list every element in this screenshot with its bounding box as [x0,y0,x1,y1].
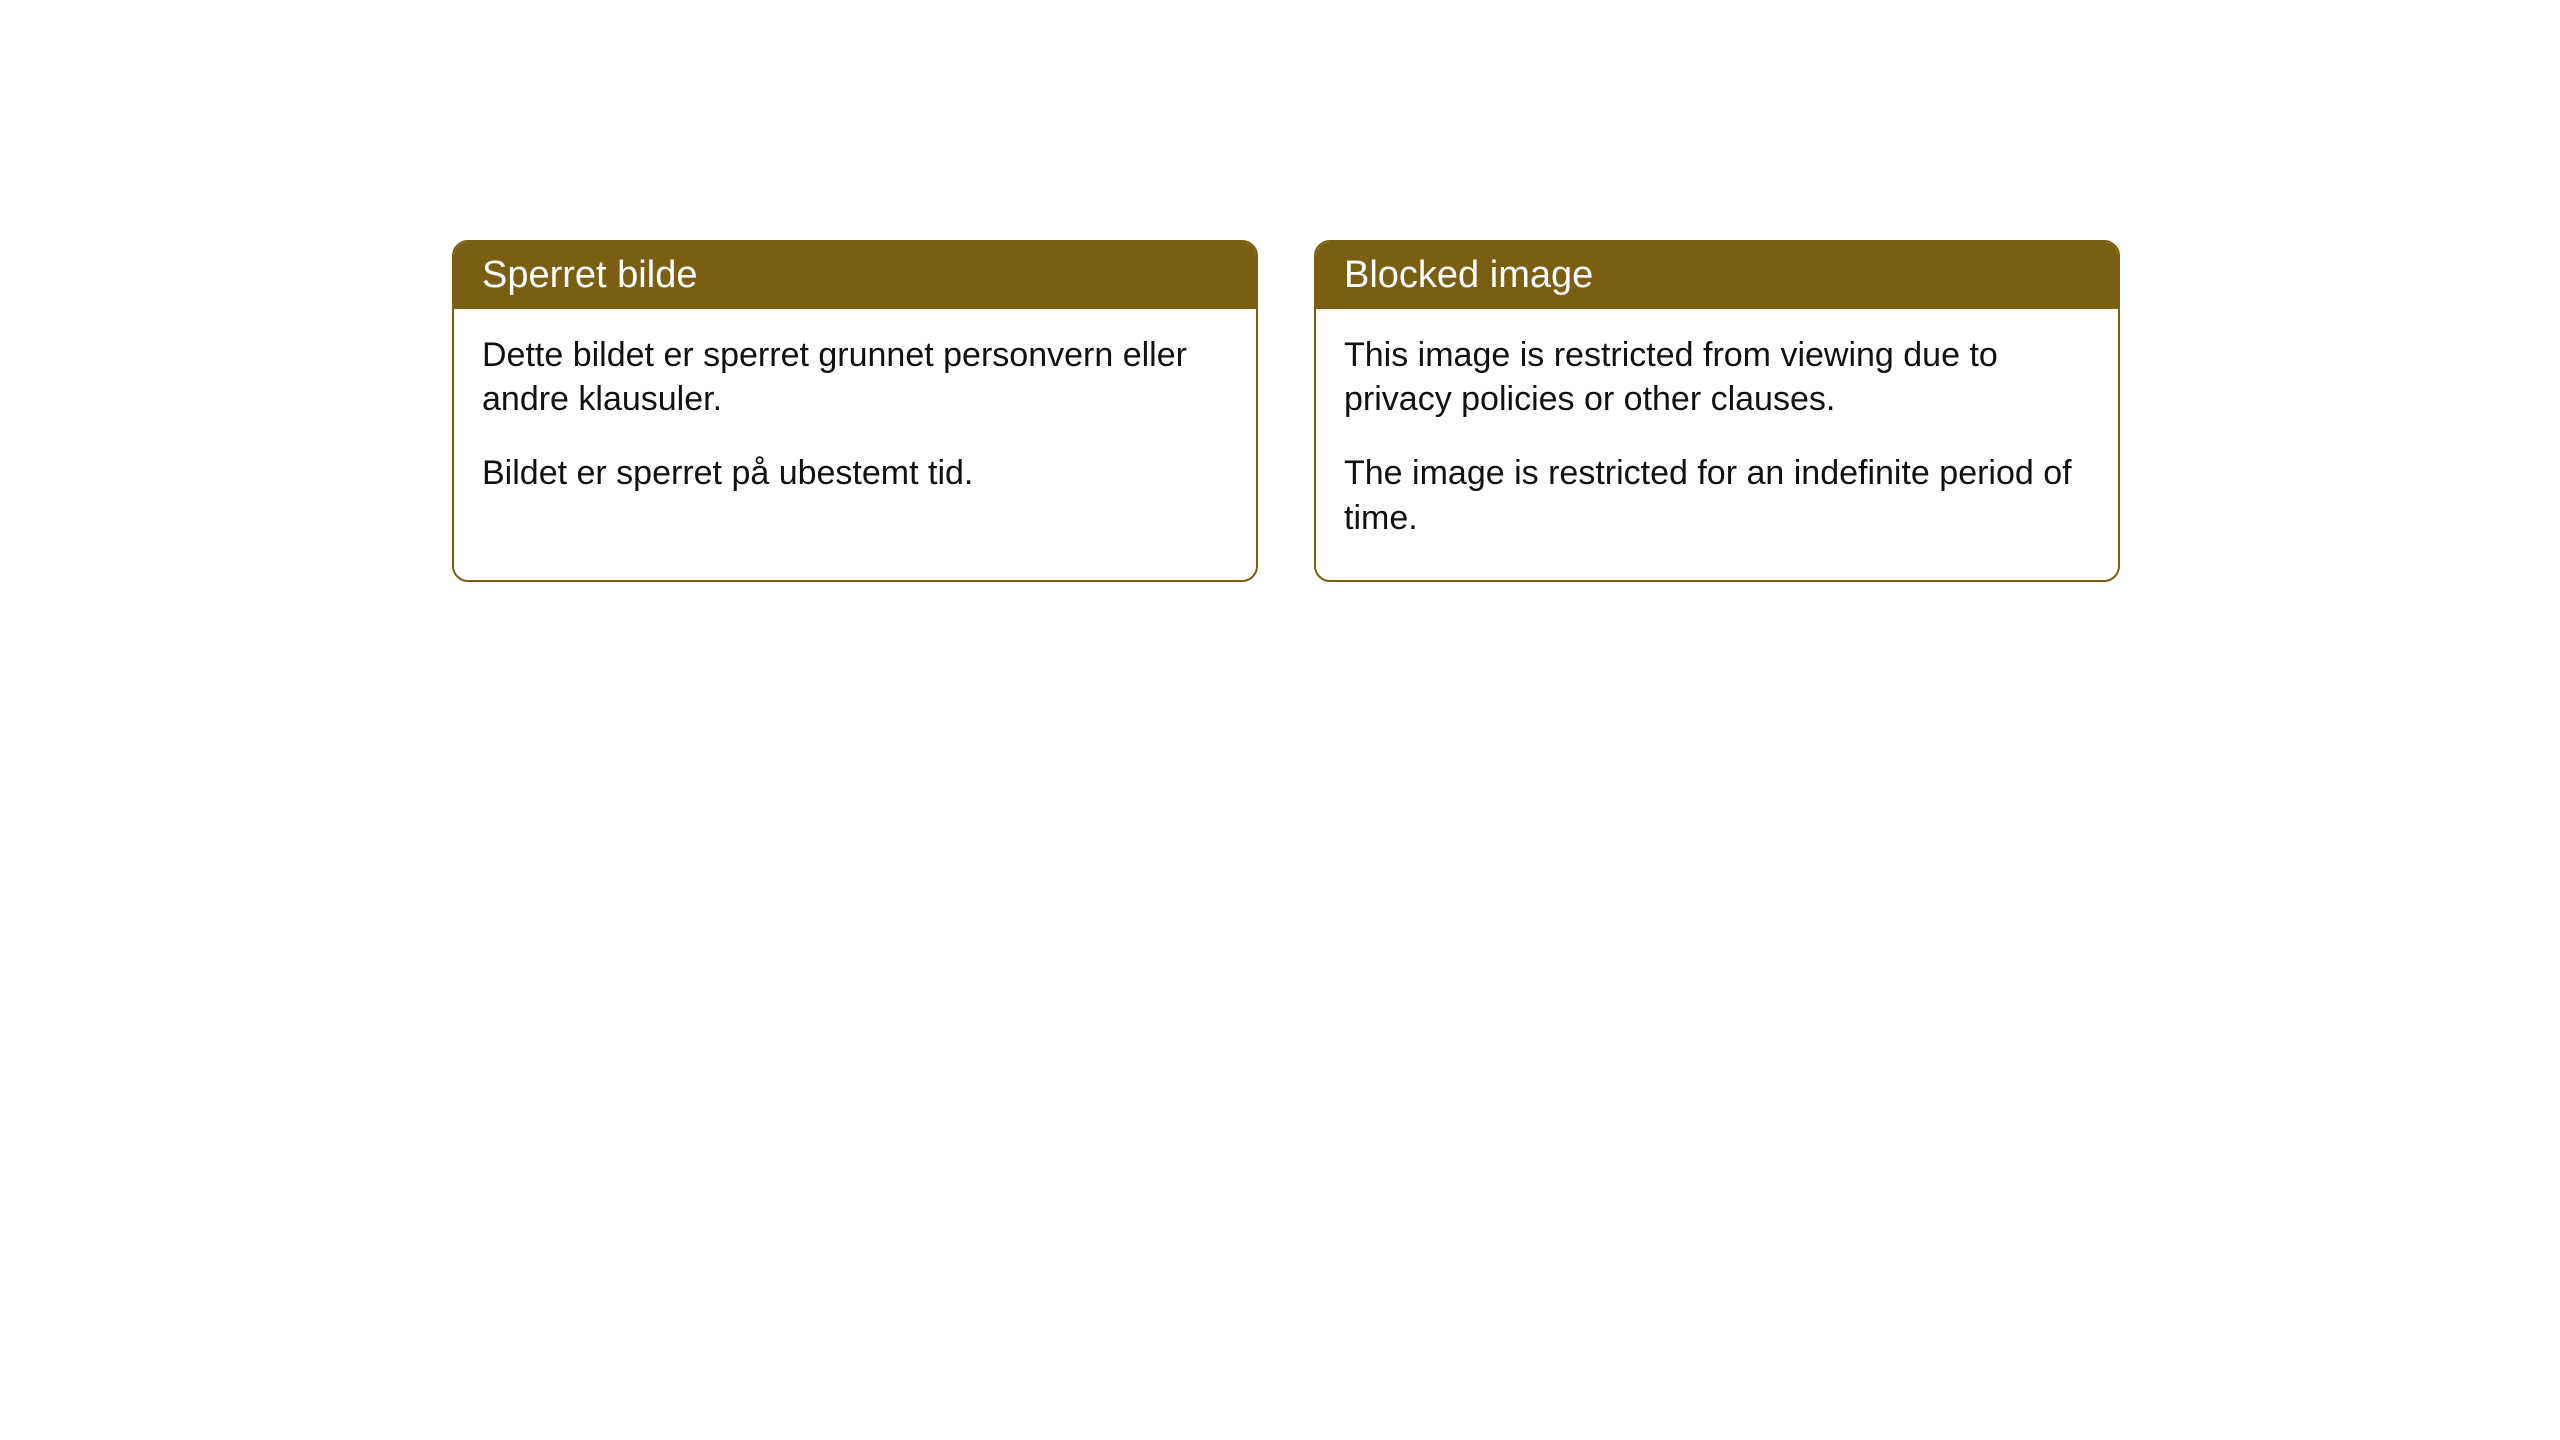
notice-header: Blocked image [1316,242,2118,309]
notice-body: Dette bildet er sperret grunnet personve… [454,309,1256,536]
notice-card-norwegian: Sperret bilde Dette bildet er sperret gr… [452,240,1258,582]
notice-text-line1: Dette bildet er sperret grunnet personve… [482,333,1228,421]
notice-header: Sperret bilde [454,242,1256,309]
notice-text-line2: Bildet er sperret på ubestemt tid. [482,451,1228,495]
notice-text-line1: This image is restricted from viewing du… [1344,333,2090,421]
notice-text-line2: The image is restricted for an indefinit… [1344,451,2090,539]
notice-card-english: Blocked image This image is restricted f… [1314,240,2120,582]
notice-body: This image is restricted from viewing du… [1316,309,2118,580]
notice-container: Sperret bilde Dette bildet er sperret gr… [0,0,2560,582]
